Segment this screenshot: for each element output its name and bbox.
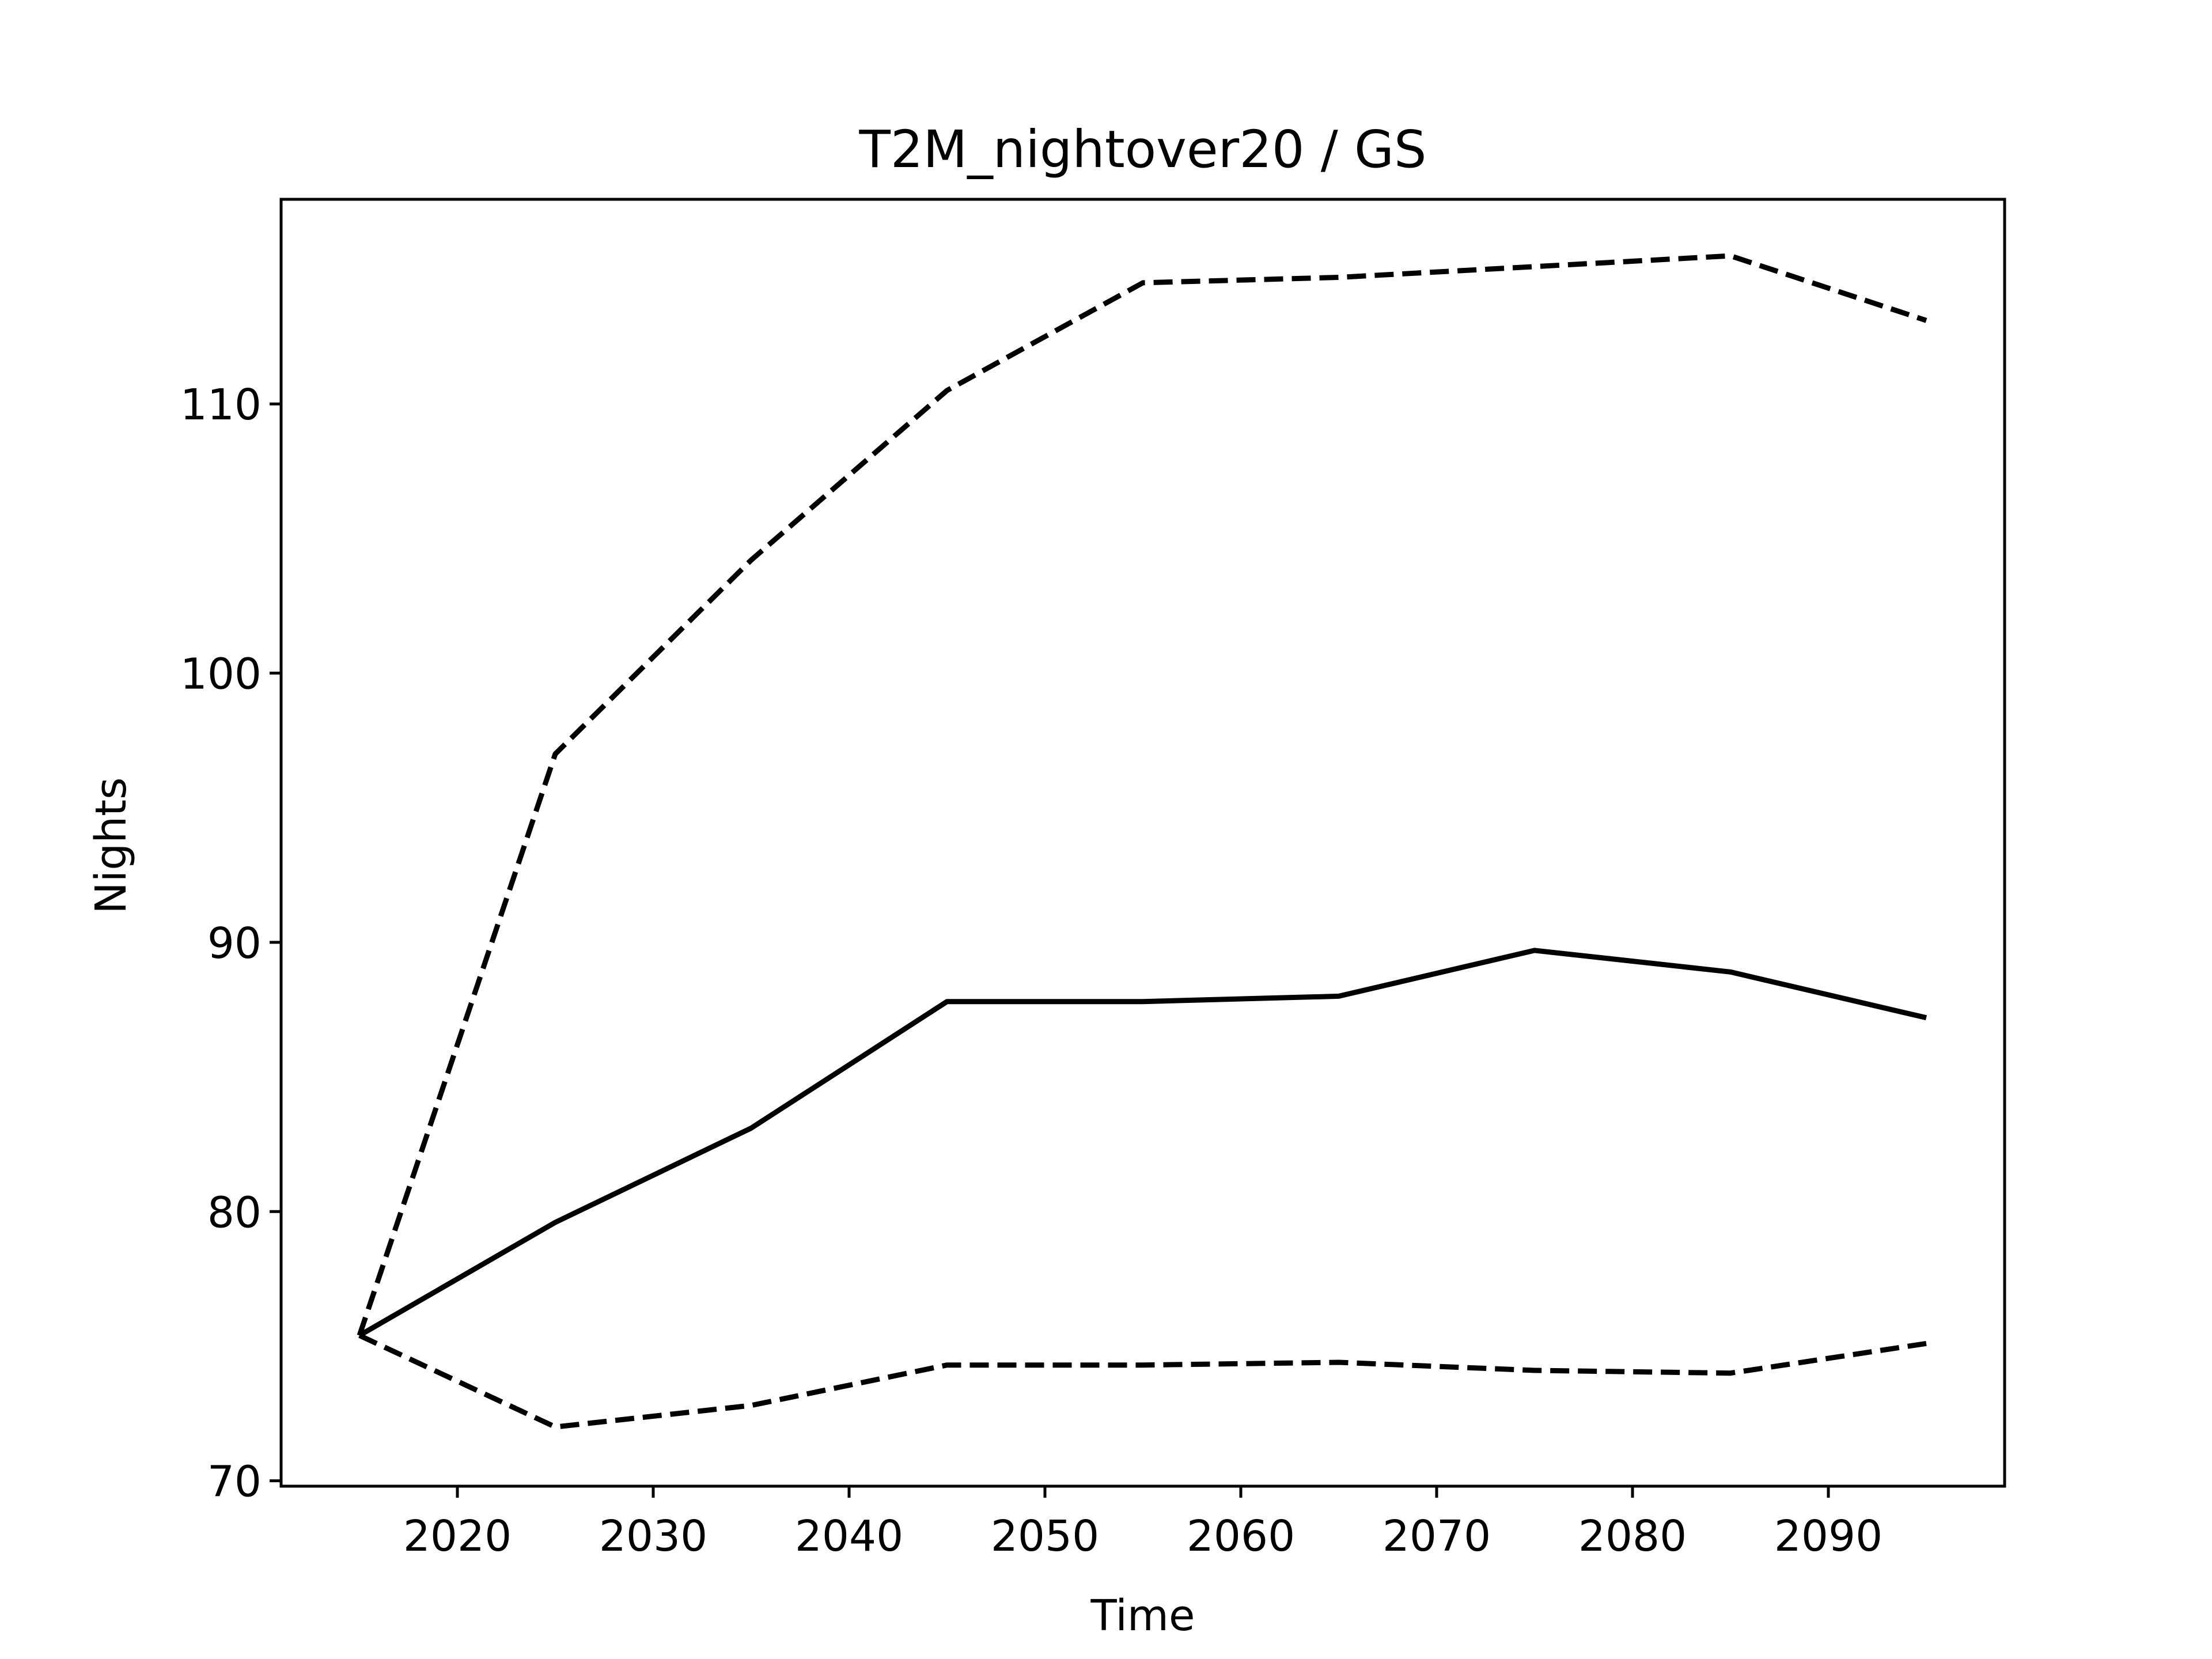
y-axis-title: Nights bbox=[86, 777, 136, 914]
x-tick-label: 2090 bbox=[1774, 1512, 1883, 1561]
series-layer bbox=[357, 253, 1927, 1430]
x-tick-label: 2030 bbox=[599, 1512, 707, 1561]
x-tick-label: 2060 bbox=[1187, 1512, 1295, 1561]
x-tick-label: 2050 bbox=[991, 1512, 1099, 1561]
y-tick-label: 70 bbox=[207, 1457, 262, 1507]
series-line-2 bbox=[357, 253, 1927, 1336]
chart-title: T2M_nightover20 / GS bbox=[859, 119, 1427, 179]
y-tick-label: 100 bbox=[180, 650, 262, 699]
series-line-3 bbox=[358, 1333, 1927, 1430]
x-axis-title: Time bbox=[1090, 1591, 1195, 1641]
x-tick-label: 2070 bbox=[1382, 1512, 1491, 1561]
x-axis: 2020 2030 2040 2050 2060 2070 2080 2090 bbox=[403, 1486, 1883, 1561]
plot-frame bbox=[279, 198, 2006, 1488]
y-axis: 70 80 90 100 110 bbox=[180, 380, 281, 1507]
series-line-1 bbox=[358, 948, 1927, 1338]
plot-area bbox=[279, 198, 2006, 1488]
y-tick-label: 110 bbox=[180, 380, 262, 430]
y-tick-label: 80 bbox=[207, 1188, 262, 1237]
x-tick-label: 2040 bbox=[795, 1512, 903, 1561]
y-tick-label: 90 bbox=[207, 919, 262, 968]
x-tick-label: 2080 bbox=[1578, 1512, 1687, 1561]
x-tick-label: 2020 bbox=[403, 1512, 512, 1561]
